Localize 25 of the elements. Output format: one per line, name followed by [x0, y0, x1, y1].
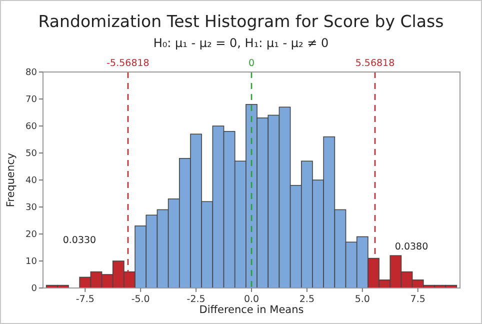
- x-tick-label: -7.5: [76, 294, 94, 305]
- x-tick-label: 0.0: [244, 294, 260, 305]
- x-tick-label: 5.0: [354, 294, 370, 305]
- y-axis-title: Frequency: [5, 152, 17, 208]
- y-tick-label: 30: [26, 203, 38, 213]
- y-tick-label: 0: [31, 284, 38, 294]
- ref-line-label: 5.56818: [355, 58, 395, 69]
- y-tick-label: 20: [26, 230, 38, 240]
- y-tick-label: 80: [26, 68, 38, 78]
- x-axis-title: Difference in Means: [199, 304, 304, 316]
- chart-title: Randomization Test Histogram for Score by Class: [38, 12, 444, 31]
- ref-line-label: 0: [248, 58, 255, 69]
- y-tick-label: 10: [26, 257, 38, 267]
- x-tick-label: 7.5: [410, 294, 426, 305]
- x-tick-label: -5.0: [131, 294, 150, 305]
- chart-subtitle: H₀: μ₁ - μ₂ = 0, H₁: μ₁ - μ₂ ≠ 0: [153, 36, 329, 50]
- ref-line-label: -5.56818: [106, 58, 150, 69]
- x-tick-label: 2.5: [299, 294, 315, 305]
- y-tick-label: 60: [26, 122, 38, 132]
- y-tick-label: 40: [26, 176, 38, 186]
- y-tick-label: 70: [26, 95, 38, 105]
- x-tick-label: -2.5: [186, 294, 206, 305]
- annotation: 0.0380: [394, 242, 428, 253]
- y-tick-label: 50: [26, 149, 38, 159]
- annotation: 0.0330: [62, 235, 96, 246]
